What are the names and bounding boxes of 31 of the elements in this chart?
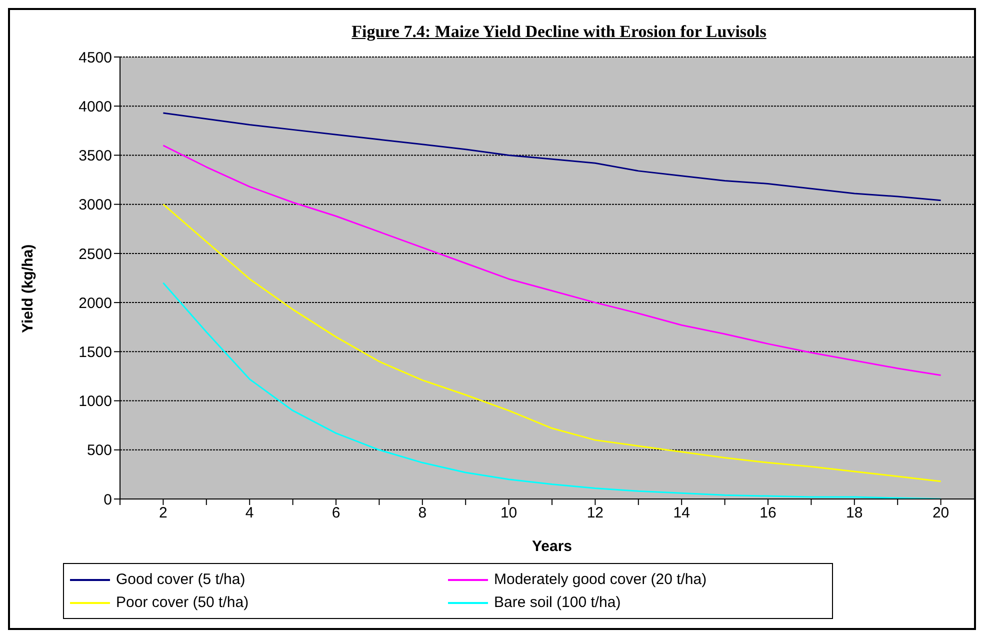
line-series [162, 282, 942, 499]
y-tick-label: 4500 [78, 49, 112, 66]
x-tick-label: 18 [846, 504, 863, 522]
x-tick-label: 6 [332, 504, 340, 522]
y-tick-label: 2000 [78, 294, 112, 312]
legend-label: Good cover (5 t/ha) [116, 571, 246, 588]
y-tick-label: 1500 [78, 344, 112, 361]
legend-label: Poor cover (50 t/ha) [116, 594, 249, 611]
legend-label: Bare soil (100 t/ha) [494, 594, 621, 611]
x-tick-label: 14 [673, 504, 690, 522]
y-tick-label: 3000 [78, 196, 112, 214]
y-tick-label: 4000 [78, 98, 112, 116]
y-tick-label: 500 [86, 442, 112, 460]
y-tick-label: 2500 [78, 246, 112, 263]
x-tick-label: 20 [932, 504, 950, 522]
x-tick-label: 4 [245, 504, 254, 522]
line-series [162, 112, 942, 202]
y-tick-label: 1000 [78, 393, 112, 410]
x-tick-label: 10 [500, 504, 518, 522]
y-axis-title: Yield (kg/ha) [19, 244, 36, 333]
legend-label: Moderately good cover (20 t/ha) [494, 571, 707, 588]
x-tick-label: 16 [760, 504, 776, 522]
y-tick-label: 3500 [78, 148, 112, 165]
y-tick-label: 0 [104, 491, 112, 508]
x-tick-label: 8 [418, 504, 427, 522]
line-series [162, 204, 942, 482]
line-series [162, 144, 942, 376]
x-tick-label: 12 [586, 504, 604, 522]
x-axis-title: Years [532, 538, 572, 555]
x-tick-label: 2 [159, 504, 168, 522]
chart-title: Figure 7.4: Maize Yield Decline with Erosion for Luvisols [350, 22, 768, 42]
